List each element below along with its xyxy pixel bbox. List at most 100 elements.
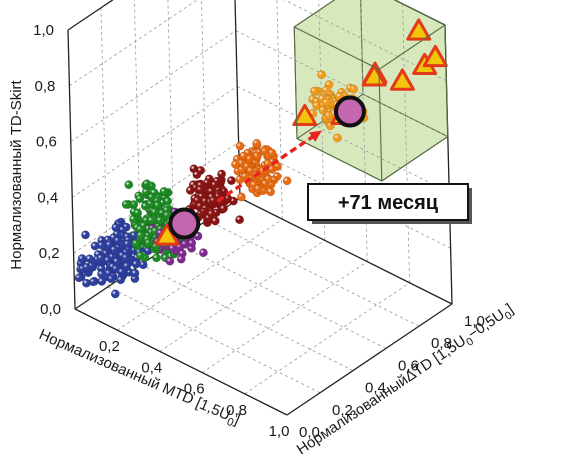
data-point [235, 215, 245, 225]
data-point [85, 254, 95, 264]
y-axis-label-sub1: 0 [464, 335, 476, 348]
z-axis-label: Нормализованный TD-Skirt [8, 79, 25, 269]
data-point [109, 245, 119, 255]
data-point [219, 204, 228, 213]
data-point [324, 111, 333, 120]
data-point [121, 200, 131, 209]
data-point [208, 196, 218, 206]
data-point [176, 254, 186, 264]
x-axis-label: Нормализованный MTD [1,5U0] [35, 326, 242, 431]
grid-line [173, 242, 387, 349]
data-point [206, 209, 216, 219]
data-point [135, 194, 145, 204]
data-point [144, 238, 153, 248]
data-point [263, 174, 273, 184]
region-edge [378, 69, 383, 182]
data-point [235, 141, 245, 151]
data-point [97, 269, 107, 279]
data-point [116, 275, 126, 285]
data-point [133, 208, 143, 218]
data-point [321, 85, 331, 95]
data-point [110, 289, 120, 299]
y-axis-label: НормализованныйΔTD [1,5U0−0,5U0] [294, 300, 518, 460]
data-point [77, 254, 87, 264]
data-point [159, 187, 169, 196]
y-tick-label: 0,2 [332, 402, 353, 419]
z-tick-label: 0,4 [37, 189, 58, 206]
data-point [152, 253, 161, 263]
z-tick-label: 0,6 [36, 134, 57, 151]
y-tick-label: 0,0 [299, 424, 320, 441]
data-point [81, 230, 90, 240]
data-point [321, 98, 331, 107]
data-point [140, 201, 150, 211]
data-point [266, 187, 275, 197]
region-edge [378, 24, 446, 70]
data-point [253, 184, 263, 194]
y-tick-label: 0,8 [431, 335, 452, 352]
data-point [245, 154, 255, 164]
grid-line [276, 0, 283, 220]
data-point [112, 256, 122, 266]
data-point [117, 267, 127, 277]
data-point [349, 84, 359, 94]
grid-line [244, 282, 410, 395]
grid-line [140, 264, 354, 371]
data-point [317, 70, 326, 80]
data-point [130, 268, 140, 278]
region-edge [381, 136, 449, 182]
y-axis-label-mid: −0,5U [465, 306, 508, 343]
data-point [226, 176, 236, 186]
x-tick-label: 0,2 [99, 338, 120, 355]
data-point [142, 179, 152, 189]
data-point [74, 273, 84, 283]
data-point [121, 253, 131, 263]
x-tick-label: 0,8 [226, 402, 247, 419]
frame-edge [74, 308, 288, 416]
data-point [282, 176, 292, 186]
y-axis-label-sub2: 0 [503, 309, 515, 322]
triangle-marker [422, 44, 448, 68]
data-point [131, 259, 141, 269]
y-tick-label: 1,0 [464, 313, 485, 330]
data-point [124, 180, 134, 190]
data-point [332, 133, 342, 143]
data-point [129, 214, 138, 224]
trend-arrow-head [308, 130, 322, 142]
frame-edge [67, 29, 76, 310]
data-point [252, 138, 262, 148]
data-point [195, 185, 205, 195]
data-point [131, 238, 141, 248]
data-point [187, 238, 197, 248]
frame-edge [67, 0, 114, 31]
z-tick-label: 0,2 [39, 245, 60, 262]
triangle-marker [154, 223, 180, 246]
data-point [267, 164, 277, 174]
centroid-marker [168, 207, 201, 240]
data-point [155, 215, 165, 225]
region-edge [393, 0, 446, 26]
x-axis-label-end: ] [232, 411, 243, 428]
z-tick-label: 0,0 [40, 301, 61, 318]
triangle-marker [292, 103, 318, 127]
data-point [210, 180, 220, 190]
data-point [246, 166, 256, 176]
x-tick-label: 0,6 [184, 381, 205, 398]
x-tick-label: 1,0 [269, 423, 290, 440]
data-point [198, 248, 208, 258]
data-point [97, 240, 106, 250]
grid-line [201, 261, 368, 373]
grid-line [100, 7, 109, 287]
data-point [146, 215, 156, 225]
y-tick-label: 0,4 [365, 380, 386, 397]
y-tick-label: 0,6 [398, 357, 419, 374]
data-point [135, 251, 145, 260]
data-point [147, 192, 157, 202]
grid-line [70, 30, 237, 142]
grid-line [360, 0, 368, 262]
data-point [113, 236, 123, 246]
frame-edge [286, 303, 453, 416]
grid-line [201, 0, 208, 221]
data-point [136, 230, 146, 240]
centroid-marker [333, 95, 366, 128]
